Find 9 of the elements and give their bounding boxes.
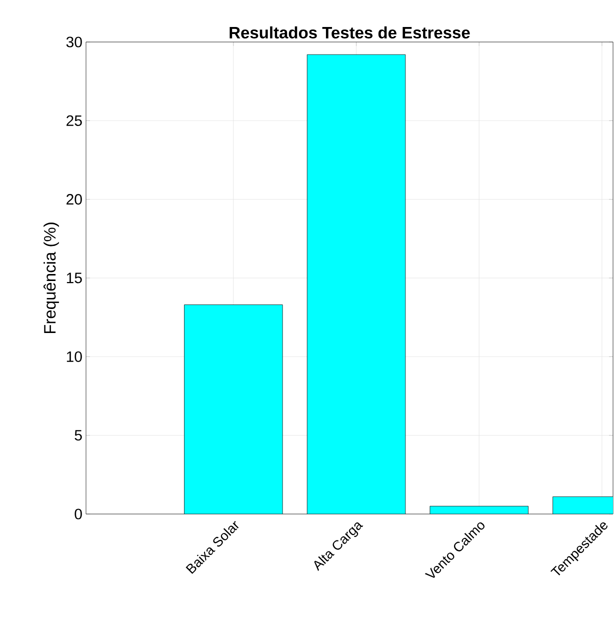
y-tick-label: 5 <box>74 430 82 441</box>
y-tick-label: 10 <box>66 351 82 362</box>
y-tick-label: 0 <box>74 508 82 520</box>
chart-title: Resultados Testes de Estresse <box>230 26 470 38</box>
y-tick-label: 20 <box>66 194 82 205</box>
y-tick-label: 15 <box>66 272 82 284</box>
y-axis-title: Frequência (%) <box>44 222 59 334</box>
y-tick-label: 25 <box>66 115 82 126</box>
y-tick-label: 30 <box>66 36 82 48</box>
